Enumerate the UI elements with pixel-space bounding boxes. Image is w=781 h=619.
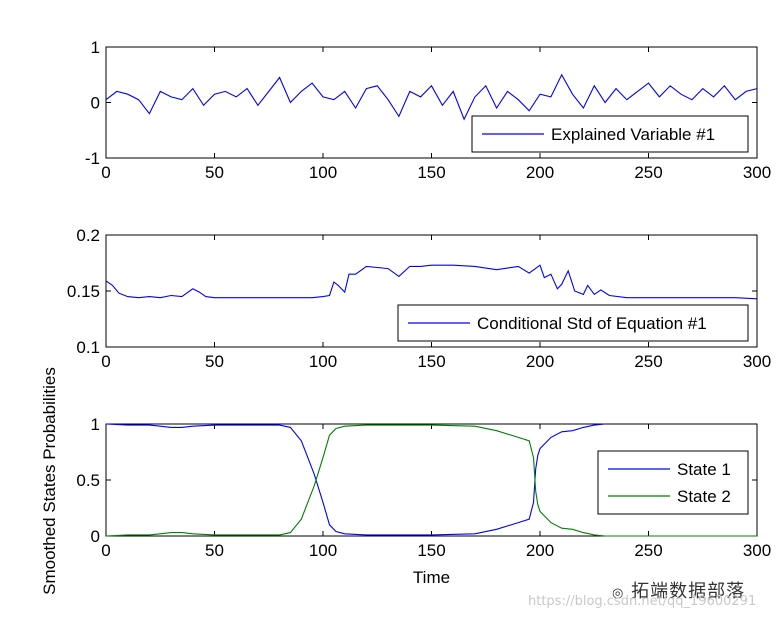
y-tick-label: 0.15 [67, 282, 100, 301]
x-tick-label: 300 [743, 352, 771, 371]
series-line-state-1 [105, 423, 606, 536]
x-tick-label: 100 [309, 352, 337, 371]
x-tick-label: 0 [101, 541, 110, 560]
legend-label: State 1 [677, 460, 731, 479]
x-tick-label: 50 [205, 352, 224, 371]
x-tick-label: 200 [526, 163, 554, 182]
x-tick-label: 300 [743, 541, 771, 560]
x-tick-label: 50 [205, 163, 224, 182]
x-tick-label: 0 [101, 163, 110, 182]
x-tick-label: 300 [743, 163, 771, 182]
x-tick-label: 250 [634, 352, 662, 371]
watermark-brand: ◎ 拓端数据部落 [612, 577, 745, 603]
x-tick-label: 200 [526, 541, 554, 560]
legend: Explained Variable #1 [471, 115, 749, 153]
watermark-url: https://blog.csdn.net/qq_19600291 [528, 594, 757, 609]
x-tick-label: 0 [101, 352, 110, 371]
y-axis-label: Smoothed States Probabilities [40, 367, 59, 595]
x-tick-label: 200 [526, 352, 554, 371]
x-tick-label: 50 [205, 541, 224, 560]
y-tick-label: -1 [85, 149, 100, 168]
panel-2: 0 50 100 150 200 250 300 0.1 0.15 0.2 Conditional … [67, 226, 771, 371]
y-tick-label: 0.1 [76, 338, 100, 357]
y-tick-label: 0.5 [76, 471, 100, 490]
panel-3: 0 50 100 150 200 250 300 0 0.5 1 State 1 State 2 Tim… [76, 415, 771, 587]
x-tick-label: 100 [309, 541, 337, 560]
series-line-conditional-std-of-equation-1 [105, 264, 758, 300]
legend-label: Conditional Std of Equation #1 [477, 314, 707, 333]
watermark-brand-text: 拓端数据部落 [631, 581, 746, 602]
y-tick-label: 0 [91, 527, 100, 546]
legend-label: State 2 [677, 487, 731, 506]
x-tick-label: 150 [417, 541, 445, 560]
x-tick-label: 250 [634, 541, 662, 560]
x-tick-label: 100 [309, 163, 337, 182]
y-tick-label: 1 [91, 415, 100, 434]
series-line-explained-variable-1 [105, 73, 758, 121]
x-axis-label: Time [413, 568, 450, 587]
wechat-icon: ◎ [612, 586, 625, 601]
legend: Conditional Std of Equation #1 [397, 304, 749, 342]
legend: State 1 State 2 [597, 450, 749, 515]
x-tick-label: 150 [417, 352, 445, 371]
y-tick-label: 0 [91, 94, 100, 113]
x-tick-label: 150 [417, 163, 445, 182]
y-tick-label: 0.2 [76, 226, 100, 245]
legend-box [597, 450, 749, 515]
legend-label: Explained Variable #1 [551, 125, 715, 144]
series-line-state-2 [105, 424, 757, 537]
x-tick-label: 250 [634, 163, 662, 182]
y-tick-label: 1 [91, 38, 100, 57]
